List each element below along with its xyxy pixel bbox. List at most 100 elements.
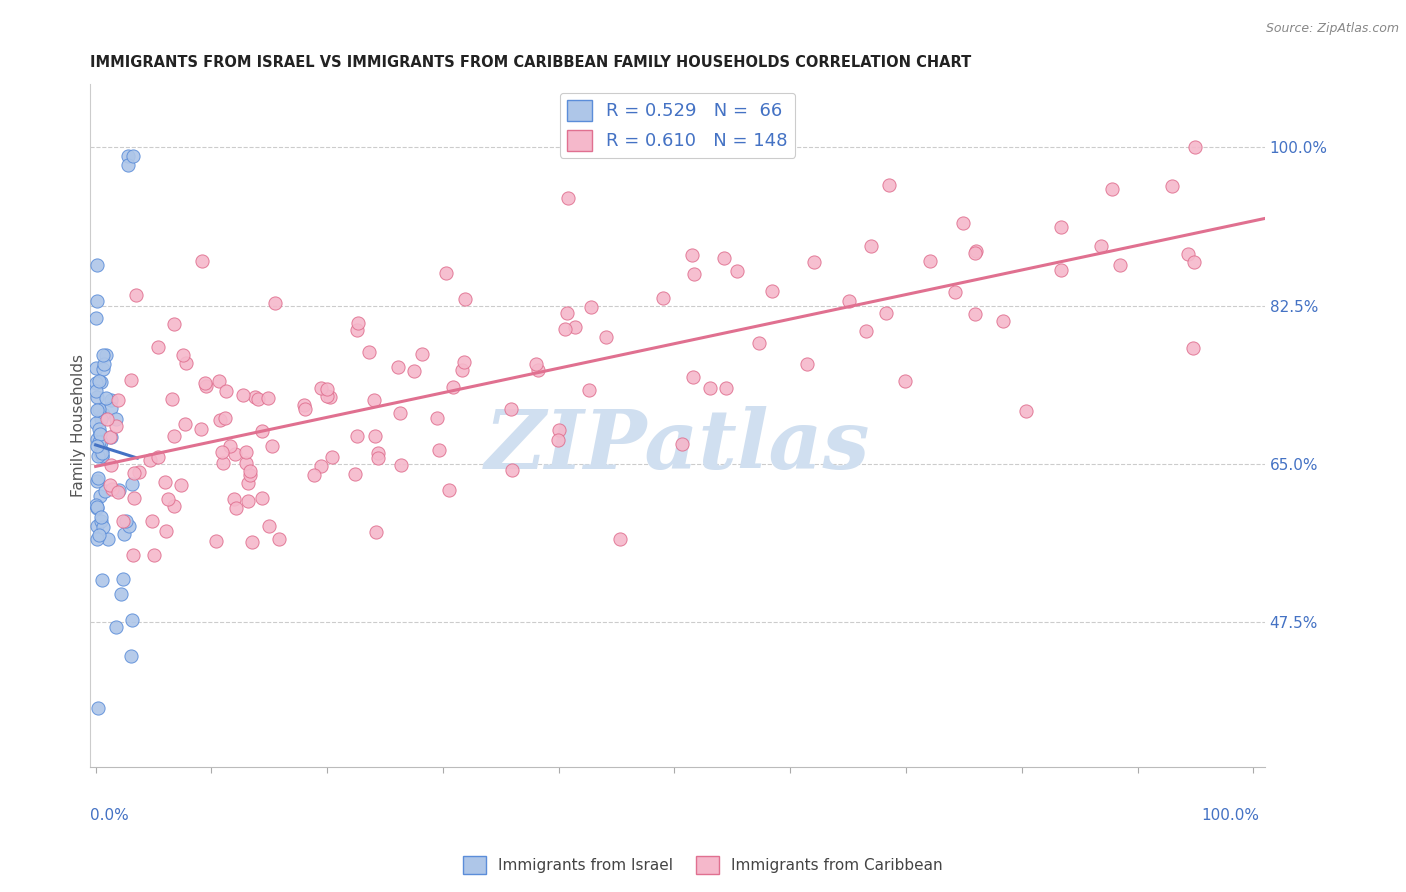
Point (90, 510, 112, 524)
Point (100, 401, 122, 416)
Point (321, 450, 343, 465)
Point (388, 406, 411, 420)
Point (796, 357, 818, 371)
Point (84, 384, 107, 398)
Point (501, 463, 523, 477)
Point (98, 477, 121, 491)
Point (90, 411, 112, 425)
Point (121, 149, 143, 163)
Point (1090, 239, 1112, 253)
Point (91, 362, 114, 376)
Point (114, 514, 136, 528)
Point (122, 491, 145, 505)
Point (84, 376, 107, 390)
Point (208, 413, 231, 427)
Point (1161, 178, 1184, 193)
Point (139, 452, 162, 467)
Point (363, 393, 385, 408)
Point (713, 251, 735, 265)
Point (117, 158, 139, 172)
Point (239, 464, 262, 478)
Point (875, 306, 897, 320)
Point (548, 423, 571, 437)
Legend: Immigrants from Israel, Immigrants from Caribbean: Immigrants from Israel, Immigrants from … (457, 850, 949, 880)
Point (98, 430, 121, 444)
Point (94, 392, 117, 406)
Point (86, 532, 108, 546)
Point (918, 254, 941, 268)
Point (163, 317, 186, 331)
Point (803, 255, 825, 269)
Point (121, 477, 143, 491)
Point (96, 348, 118, 362)
Point (89, 427, 111, 442)
Point (214, 411, 236, 425)
Point (250, 491, 273, 506)
Point (554, 322, 576, 336)
Point (316, 382, 339, 396)
Point (434, 266, 457, 280)
Point (100, 393, 122, 408)
Point (108, 483, 131, 498)
Point (91, 520, 114, 534)
Point (247, 392, 270, 406)
Point (100, 430, 122, 444)
Point (117, 149, 139, 163)
Point (894, 374, 917, 388)
Point (1182, 341, 1205, 355)
Point (250, 424, 273, 438)
Point (141, 514, 163, 528)
Point (236, 494, 259, 508)
Point (963, 246, 986, 260)
Point (1184, 140, 1206, 154)
Point (87, 422, 110, 436)
Point (366, 525, 388, 540)
Point (236, 476, 259, 491)
Point (212, 456, 235, 470)
Point (105, 620, 128, 634)
Text: IMMIGRANTS FROM ISRAEL VS IMMIGRANTS FROM CARIBBEAN FAMILY HOUSEHOLDS CORRELATIO: IMMIGRANTS FROM ISRAEL VS IMMIGRANTS FRO… (90, 55, 972, 70)
Point (86, 474, 108, 488)
Point (1109, 258, 1132, 272)
Point (208, 374, 231, 388)
Point (87, 701, 110, 715)
Point (87, 401, 110, 416)
Point (87, 471, 110, 485)
Point (84, 360, 107, 375)
Point (163, 429, 186, 443)
Point (309, 382, 332, 396)
Point (156, 491, 179, 506)
Point (146, 340, 169, 354)
Point (107, 485, 129, 500)
Point (121, 613, 143, 627)
Point (174, 356, 197, 370)
Point (579, 300, 602, 314)
Point (86, 500, 108, 515)
Point (86, 294, 108, 309)
Point (235, 445, 257, 459)
Point (100, 458, 122, 473)
Point (146, 450, 169, 464)
Point (191, 254, 214, 268)
Point (441, 380, 464, 394)
Point (263, 296, 285, 310)
Point (991, 314, 1014, 328)
Point (1015, 403, 1038, 417)
Point (877, 178, 900, 192)
Point (716, 381, 738, 395)
Point (965, 244, 987, 259)
Point (90, 514, 112, 528)
Point (240, 534, 263, 549)
Point (153, 475, 176, 489)
Point (855, 324, 877, 338)
Point (120, 649, 142, 664)
Point (105, 411, 128, 425)
Point (87, 449, 110, 463)
Point (104, 419, 127, 434)
Point (125, 287, 148, 301)
Point (402, 363, 425, 377)
Point (257, 519, 280, 533)
Point (112, 526, 135, 541)
Point (101, 482, 124, 496)
Point (526, 362, 548, 376)
